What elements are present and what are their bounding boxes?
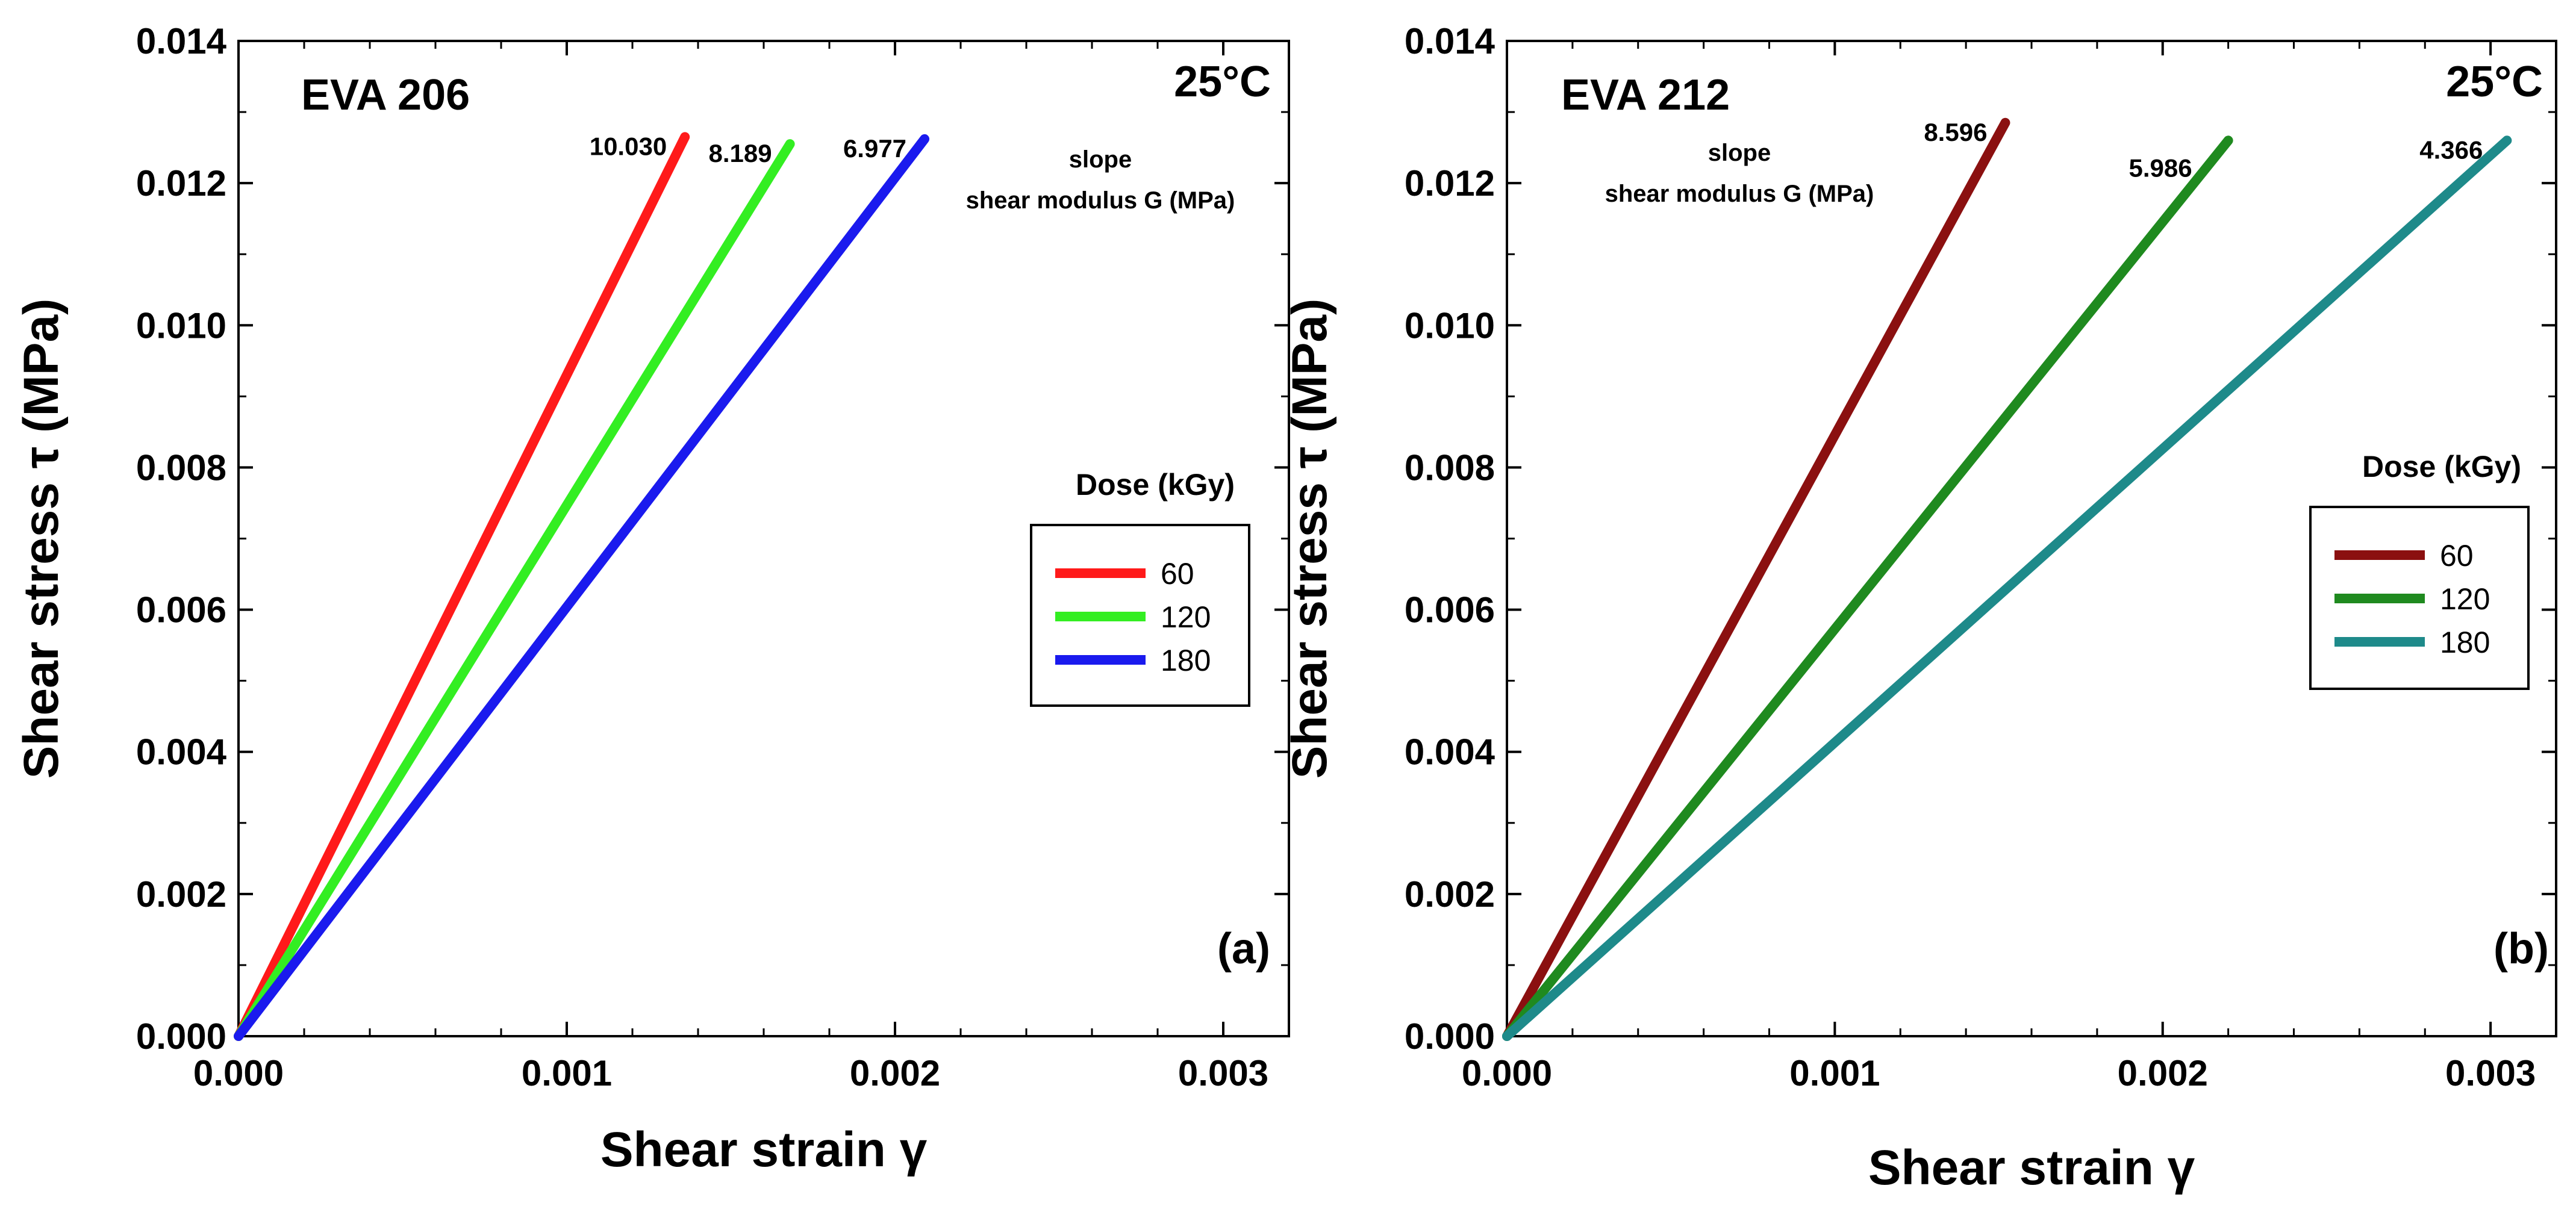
slope-annotation-120: 8.189 [708,139,772,167]
y-axis-label: Shear stress τ (MPa) [14,299,69,779]
y-tick-label: 0.002 [136,874,226,915]
slope-note-line: slope [1708,140,1771,166]
y-tick-label: 0.000 [1405,1016,1495,1057]
slope-annotation-60: 8.596 [1924,118,1987,146]
series-line-120 [1502,135,2233,1041]
y-tick-label: 0.010 [136,305,226,346]
series-line-60 [234,132,690,1041]
x-tick-label: 0.001 [522,1053,612,1093]
legend-label-120: 120 [1161,600,1211,634]
slope-annotation-60: 10.030 [590,132,667,160]
legend-label-180: 180 [1161,644,1211,677]
y-tick-label: 0.006 [1405,590,1495,630]
y-tick-label: 0.012 [136,163,226,204]
panel-title: EVA 212 [1561,71,1730,119]
chart-panel-b: 0.000 0.002 0.004 0.006 0.008 0.010 0.012 0.014… [1282,21,2557,1195]
x-tick-label: 0.000 [193,1053,284,1093]
legend: 60 120 180 [2309,506,2530,690]
legend-label-60: 60 [1161,557,1194,591]
temperature-label: 25°C [1174,58,1271,106]
x-tick-label: 0.000 [1462,1053,1552,1093]
slope-note-line: shear modulus G (MPa) [1605,181,1874,207]
y-tick-label: 0.008 [1405,447,1495,488]
panel-letter: (b) [2493,925,2549,973]
x-tick-label: 0.002 [850,1053,940,1093]
y-tick-label: 0.014 [136,21,227,61]
slope-annotation-180: 4.366 [2419,135,2483,164]
slope-annotation-180: 6.977 [843,134,906,163]
temperature-label: 25°C [2446,58,2543,106]
series-line-180 [1502,135,2512,1041]
panel-letter: (a) [1217,925,1270,973]
y-tick-label: 0.008 [136,447,226,488]
legend-label-180: 180 [2440,626,2490,659]
legend-title: Dose (kGy) [2362,450,2521,483]
legend-title: Dose (kGy) [1076,468,1235,502]
series-line-120 [234,139,795,1041]
y-tick-label: 0.004 [1405,732,1495,772]
slope-note-line: shear modulus G (MPa) [966,187,1235,214]
y-axis-label: Shear stress τ (MPa) [1282,299,1337,779]
y-tick-label: 0.004 [136,732,227,772]
slope-annotation-120: 5.986 [2129,154,2192,182]
legend-label-60: 60 [2440,539,2474,573]
x-tick-label: 0.002 [2118,1053,2208,1093]
y-tick-label: 0.000 [136,1016,226,1057]
y-tick-label: 0.006 [136,590,226,630]
series-line-180 [234,134,930,1041]
y-tick-label: 0.010 [1405,305,1495,346]
slope-note-line: slope [1069,146,1132,173]
y-tick-label: 0.012 [1405,163,1495,204]
chart-panel-a: 0.000 0.002 0.004 0.006 0.008 0.010 0.012 0.014… [14,21,1290,1177]
x-tick-label: 0.003 [2445,1053,2536,1093]
x-tick-label: 0.003 [1178,1053,1268,1093]
x-tick-label: 0.001 [1789,1053,1880,1093]
legend: 60 120 180 [1030,524,1250,707]
x-axis-label: Shear strain γ [1868,1140,2195,1195]
series-line-60 [1502,117,2010,1041]
y-tick-label: 0.014 [1405,21,1495,61]
x-axis-label: Shear strain γ [600,1122,928,1177]
y-tick-label: 0.002 [1405,874,1495,915]
legend-label-120: 120 [2440,582,2490,616]
panel-title: EVA 206 [301,71,470,119]
